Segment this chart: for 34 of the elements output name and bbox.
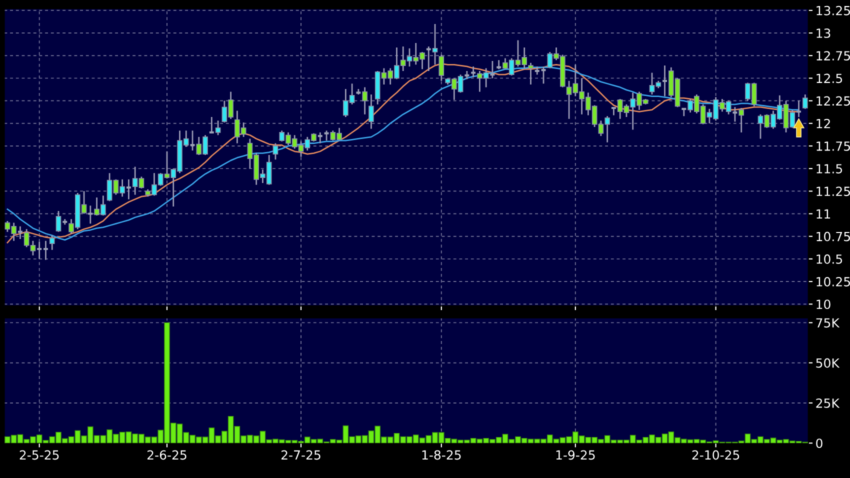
- y-tick-label: 12: [816, 118, 830, 128]
- candlestick: [802, 94, 808, 110]
- candlestick: [528, 62, 534, 86]
- y-tick-label: 10: [816, 300, 830, 310]
- y-tick-label: 12.75: [816, 51, 850, 61]
- candlestick: [732, 106, 738, 122]
- y-tick-label: 12.5: [816, 74, 842, 84]
- y-tick-label: 13: [816, 28, 830, 38]
- candlestick: [323, 130, 330, 142]
- x-tick-label: 2-10-25: [692, 450, 740, 460]
- y-tick-label: 11: [816, 209, 830, 218]
- candlestick: [438, 54, 444, 82]
- y-tick-label: 11.5: [816, 164, 842, 174]
- candlestick: [272, 142, 278, 160]
- x-tick-label: 1-9-25: [556, 450, 595, 460]
- candlestick: [87, 204, 94, 224]
- y-tick-label: 25K: [816, 398, 840, 408]
- x-tick-label: 2-6-25: [147, 450, 186, 460]
- y-tick-label: 10.25: [816, 276, 850, 286]
- candlestick: [489, 60, 496, 79]
- y-tick-label: 11.25: [816, 186, 850, 196]
- x-tick-label: 2-5-25: [20, 450, 59, 460]
- y-tick-label: 10.75: [816, 232, 850, 242]
- candlestick: [49, 234, 55, 251]
- y-tick-label: 75K: [816, 318, 840, 328]
- y-tick-label: 10.5: [816, 254, 842, 264]
- y-tick-label: 0: [816, 438, 822, 448]
- y-tick-label: 12.25: [816, 96, 850, 106]
- y-tick-label: 13.25: [816, 6, 850, 16]
- x-tick-label: 1-8-25: [422, 450, 461, 460]
- y-tick-label: 11.75: [816, 142, 850, 151]
- y-tick-label: 50K: [816, 358, 840, 368]
- x-tick-label: 2-7-25: [282, 450, 320, 460]
- candlestick: [368, 94, 374, 130]
